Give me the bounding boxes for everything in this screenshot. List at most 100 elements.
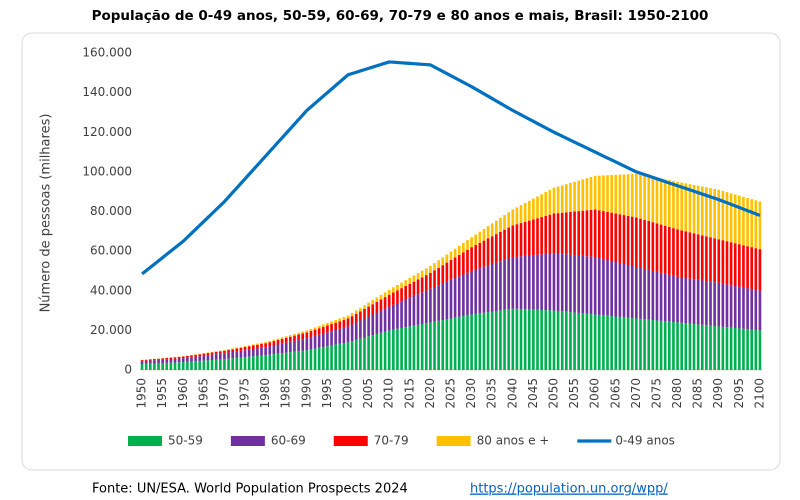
bar: [651, 270, 655, 321]
bar: [375, 333, 379, 370]
bar: [676, 229, 679, 277]
bar: [301, 350, 305, 370]
bar: [375, 312, 379, 334]
bar: [593, 175, 597, 210]
bar: [540, 217, 543, 255]
bar: [527, 220, 531, 256]
bar: [260, 344, 263, 348]
bar: [729, 285, 733, 328]
bar: [169, 357, 173, 360]
bar: [705, 236, 708, 282]
bar: [165, 362, 169, 370]
bar: [659, 224, 663, 273]
x-tick-label: 1955: [155, 378, 169, 409]
bar: [379, 299, 383, 311]
bar: [700, 324, 704, 370]
bar: [363, 318, 366, 338]
bar: [614, 174, 618, 214]
bar: [239, 350, 243, 358]
x-tick-label: 2010: [382, 378, 396, 409]
bar: [478, 231, 482, 243]
bar: [602, 259, 605, 316]
x-tick-label: 1950: [135, 378, 149, 409]
bar: [227, 358, 230, 370]
bar: [494, 310, 498, 370]
bar: [630, 174, 634, 217]
bar: [602, 315, 605, 370]
bar: [379, 310, 383, 333]
bar: [219, 350, 222, 352]
bar: [309, 337, 313, 350]
bar: [643, 268, 646, 320]
bar: [630, 265, 634, 319]
bar: [667, 226, 671, 275]
bar: [466, 272, 469, 316]
bar: [280, 353, 284, 370]
bar: [700, 280, 704, 325]
x-tick-label: 1960: [176, 378, 190, 409]
bar: [379, 294, 383, 300]
bar: [688, 278, 692, 324]
bar: [667, 274, 671, 322]
bar: [433, 321, 436, 370]
bar: [758, 201, 762, 250]
bar: [317, 347, 321, 370]
bar: [301, 339, 305, 351]
bar: [354, 322, 358, 340]
bar: [684, 183, 688, 232]
bar: [511, 225, 515, 258]
bar: [692, 324, 696, 370]
bar: [264, 342, 267, 344]
bar: [371, 304, 375, 315]
bar: [651, 177, 655, 223]
bar: [338, 343, 342, 370]
bar: [379, 332, 383, 370]
source-link[interactable]: https://population.un.org/wpp/: [470, 482, 668, 497]
bar: [227, 350, 230, 353]
y-tick-label: 60.000: [90, 244, 132, 258]
bar: [305, 330, 309, 333]
bar: [359, 311, 362, 321]
bar: [404, 299, 408, 328]
bar: [330, 345, 333, 370]
bar: [565, 212, 568, 255]
legend-swatch: [128, 436, 162, 446]
bar: [367, 302, 370, 307]
bar: [400, 327, 403, 370]
bar: [490, 223, 494, 237]
bar: [659, 272, 663, 321]
bar: [400, 288, 403, 302]
bar: [289, 341, 292, 353]
bar: [433, 263, 436, 271]
bar: [243, 346, 247, 348]
bar: [321, 324, 325, 327]
bar: [750, 247, 754, 290]
bar: [515, 308, 519, 370]
bar: [486, 312, 490, 370]
bar: [523, 255, 527, 310]
bar: [713, 326, 716, 370]
legend-label: 80 anos e +: [477, 434, 550, 448]
bar: [321, 326, 325, 334]
bar: [754, 200, 758, 249]
bar: [503, 309, 506, 370]
bar: [437, 320, 440, 370]
bar: [301, 331, 305, 334]
bar: [350, 324, 354, 342]
bar: [746, 288, 749, 330]
legend-label: 60-69: [271, 434, 306, 448]
bar: [610, 261, 613, 317]
bar: [161, 363, 164, 370]
bar: [630, 318, 634, 370]
x-tick-label: 2020: [423, 378, 437, 409]
bar: [202, 355, 206, 361]
bar: [466, 240, 469, 250]
bar: [692, 233, 696, 280]
bar: [367, 316, 370, 337]
bar: [268, 340, 272, 343]
bar: [375, 297, 379, 302]
bar: [494, 220, 498, 235]
bar: [338, 318, 342, 322]
bar: [705, 325, 708, 370]
bar: [569, 312, 572, 370]
